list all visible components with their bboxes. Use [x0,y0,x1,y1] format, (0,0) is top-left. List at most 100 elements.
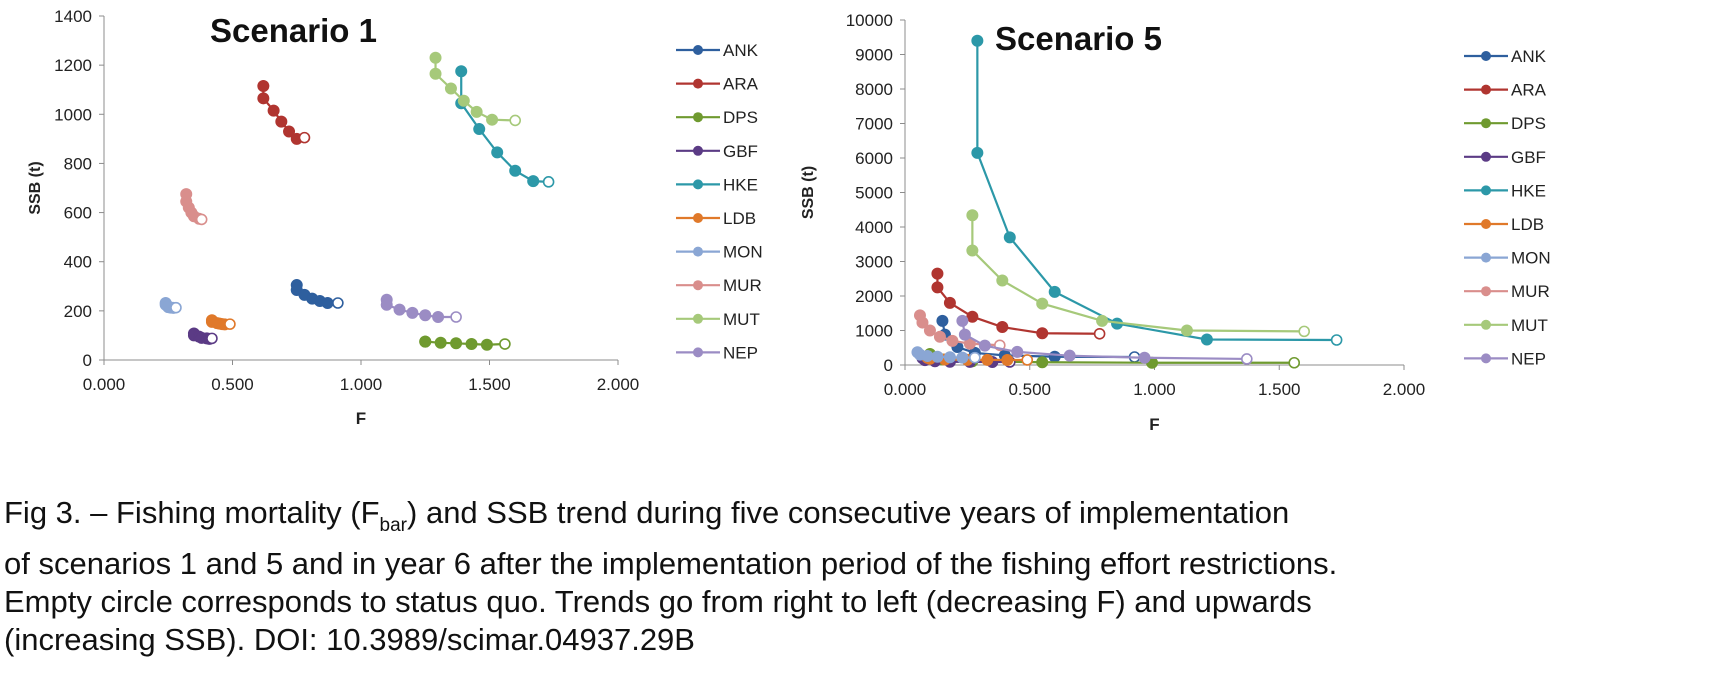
data-point [966,244,979,257]
legend-marker [693,213,703,223]
charts: 0 200 400 600 800 1000 1200 1400 0.000 0.500 1.000… [27,7,1551,434]
series-nep [956,314,1253,365]
data-point [931,350,944,363]
legend-item-mon: MON [1464,249,1551,268]
data-point [450,337,463,350]
legend-label: MUT [1511,316,1548,335]
series-ank [290,279,344,309]
legend-marker [693,145,703,156]
legend-marker [1481,219,1491,229]
legend-marker [1481,118,1491,129]
status-quo-point [1330,334,1343,346]
series-hke [971,34,1343,346]
status-quo-point [969,351,981,364]
legend-marker [693,112,703,123]
data-point [931,267,944,280]
legend: ANK ARA DPS GBF HKE LDB MON MUR MUT NEP [1464,47,1551,368]
legend-item-dps: DPS [1464,114,1546,133]
series-mut [966,209,1310,338]
status-quo-point [224,318,236,330]
data-point [958,328,971,341]
legend-label: MUT [723,310,760,329]
x-tick-label: 1.000 [1133,380,1176,399]
legend: ANK ARA DPS GBF HKE LDB MON MUR MUT NEP [676,41,763,362]
legend-item-mur: MUR [676,276,762,295]
data-point [275,115,288,128]
status-quo-point [206,332,218,345]
x-tick-label: 2.000 [597,375,640,394]
data-point [257,92,270,105]
y-tick-label: 5000 [855,184,893,203]
figure-caption: Fig 3. – Fishing mortality (Fbar) and SS… [4,494,1726,659]
legend-item-dps: DPS [676,108,758,127]
data-point [429,51,442,64]
legend-item-ldb: LDB [676,209,756,228]
data-point [419,335,432,348]
legend-marker [1481,84,1491,95]
legend-label: DPS [1511,114,1546,133]
series-nep [380,293,462,323]
data-point [1048,350,1061,363]
y-tick-label: 800 [64,154,92,173]
data-point [1003,231,1016,244]
status-quo-point [332,297,344,309]
data-point [1036,327,1049,340]
caption-line-3: Empty circle corresponds to status quo. … [4,584,1312,619]
data-point [1011,345,1024,358]
legend-item-hke: HKE [676,175,758,194]
legend-label: MON [723,243,763,262]
legend-label: MUR [723,276,762,295]
data-point [971,34,984,47]
status-quo-point [1241,353,1253,365]
data-point [956,351,969,364]
legend-label: ANK [1511,47,1547,66]
data-point [406,306,419,319]
legend-item-ara: ARA [676,75,759,94]
data-point [491,146,504,159]
data-point [921,350,934,363]
data-point [916,316,929,329]
data-point [1200,333,1213,346]
data-point [966,310,979,323]
y-tick-label: 1000 [54,105,92,124]
series-ara [257,80,311,145]
y-tick-label: 10000 [846,11,893,30]
data-point [1036,356,1049,369]
y-tick-label: 400 [64,253,92,272]
chart-scenario-1: 0 200 400 600 800 1000 1200 1400 0.000 0.500 1.000… [27,7,763,428]
legend-item-mut: MUT [1464,316,1548,335]
series-ldb [205,314,236,331]
series-mur [180,188,208,226]
legend-label: LDB [723,209,756,228]
data-point [931,281,944,294]
status-quo-point [170,301,182,314]
legend-item-mon: MON [676,243,763,262]
legend-item-ldb: LDB [1464,215,1544,234]
data-point [966,209,979,222]
legend-label: MON [1511,249,1551,268]
legend-marker [1481,286,1491,297]
legend-item-hke: HKE [1464,181,1546,200]
x-tick-label: 0.500 [1008,380,1051,399]
data-point [480,338,493,351]
y-tick-label: 2000 [855,287,893,306]
legend-marker [1481,51,1491,61]
legend-marker [1481,319,1491,330]
legend-item-ank: ANK [676,41,759,60]
legend-label: NEP [723,343,758,362]
legend-item-nep: NEP [676,343,758,362]
legend-label: ARA [1511,81,1547,100]
data-point [1001,353,1014,366]
chart-scenario-5: 0 1000 2000 3000 4000 5000 6000 7000 8000 9000 100… [800,11,1551,434]
legend-marker [1481,252,1491,263]
data-point [923,324,936,337]
data-point [455,65,468,78]
y-axis-label: SSB (t) [27,161,44,214]
y-tick-label: 3000 [855,253,893,272]
x-tick-label: 1.500 [468,375,511,394]
y-tick-label: 1400 [54,7,92,26]
x-tick-label: 0.000 [884,380,927,399]
legend-marker [1481,353,1491,364]
y-tick-label: 1200 [54,56,92,75]
chart-title: Scenario 1 [210,12,377,49]
